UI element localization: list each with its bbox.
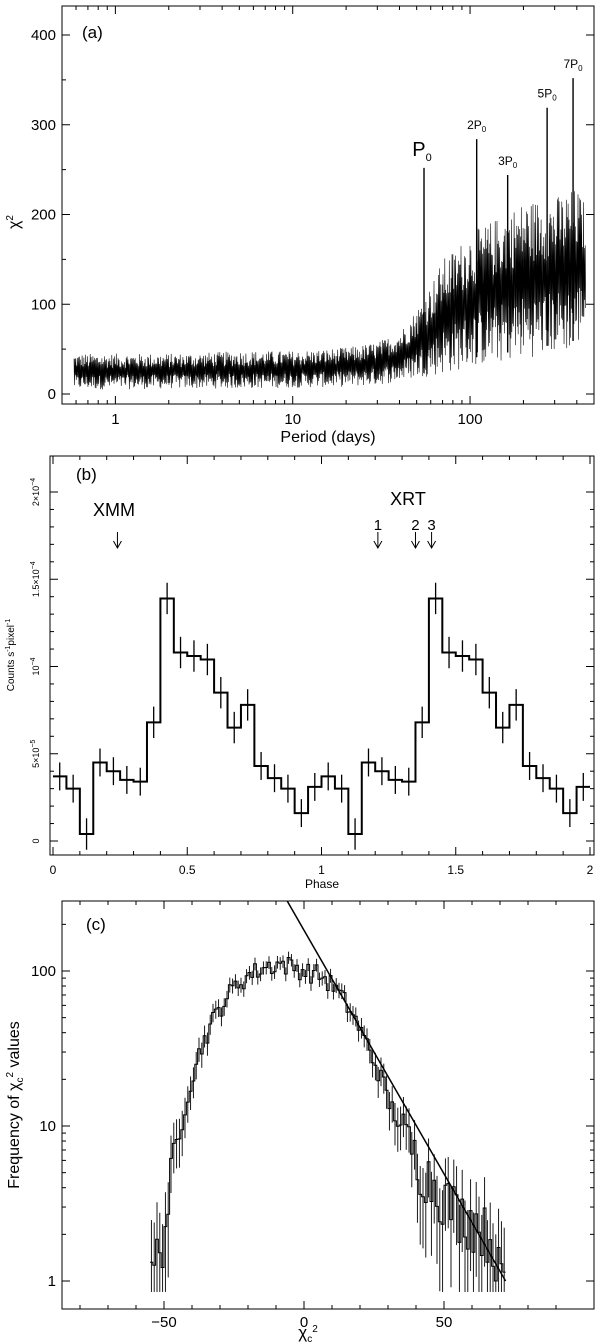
y-tick-label: 100 [31,963,56,980]
panel-b-ylabel: Counts s-1pixel-1 [5,619,17,692]
y-tick-label-exp: −4 [30,657,37,665]
peak-label-main: P [412,139,425,161]
peak-label-5P0: 5P0 [538,87,558,103]
panel-c-ylabel-sub: c [15,1078,26,1083]
panel-c-frame [61,900,595,1310]
peak-label-P0: P0 [412,139,431,164]
panel-a-ticks: 0 100 200 300 400 1 10 100 [31,6,595,428]
peak-label-sub: 0 [552,94,557,103]
panel-b-ylabel-exp1: -1 [5,645,12,651]
y-tick-label-base: 2×10 [31,486,41,506]
xrt-arrow-1-head [373,540,383,550]
y-tick-label: 0 [48,386,56,403]
periodogram-line [73,191,586,390]
y-tick-label: 0 [31,838,41,843]
fit-line [286,900,507,1282]
x-tick-label: 0.5 [179,863,196,877]
panel-b-ticks: 05×10−510−41.5×10−42×10−40 0.5 1 1.5 2 [30,456,594,877]
chi2-histogram [150,957,506,1282]
panel-c-label: (c) [86,915,106,934]
panel-b-label: (b) [76,465,97,484]
y-tick-label: 200 [31,207,56,224]
peak-label-main: 7P [563,57,578,71]
panel-a-ylabel-main: χ [6,220,23,229]
y-tick-label: 1 [48,1273,56,1290]
peak-label-main: 5P [538,87,553,101]
panel-b-ylabel-exp2: -1 [5,619,12,625]
panel-b-ylabel-mid: pixel [6,625,17,646]
panel-b-xrt-label: XRT [390,489,426,509]
x-tick-label: −50 [151,1314,176,1331]
x-tick-label: 2 [587,863,594,877]
x-tick-label: 50 [436,1314,453,1331]
peak-label-main: 3P [498,154,513,168]
xmm-arrow-head [113,540,122,550]
panel-c-ylabel-sup: 2 [5,1072,16,1078]
panel-a-label: (a) [82,23,103,42]
peak-label-sub: 0 [482,125,487,134]
peak-label-sub: 0 [578,64,583,73]
xrt-marker-label: 3 [427,517,435,534]
y-tick-label: 300 [31,117,56,134]
y-tick-label: 1.5×10−4 [30,561,41,597]
x-tick-label: 0 [50,863,57,877]
peak-label-7P0: 7P0 [563,57,583,73]
panel-c-xlabel: χc2 [298,1323,318,1344]
y-tick-label: 10−4 [30,657,41,675]
phase-histogram [53,597,590,836]
xrt-marker-label: 1 [374,517,382,534]
panel-a-ylabel: χ2 [5,215,23,229]
panel-c-ylabel-post: values [6,1021,23,1072]
panel-b-data [53,582,590,850]
panel-a-frame [61,5,595,405]
panel-b-xmm-label: XMM [93,500,135,520]
panel-c-xlabel-main: χ [298,1323,307,1342]
panel-c-xlabel-sub: c [307,1334,312,1344]
panel-a-xlabel: Period (days) [280,429,375,446]
panel-c-ylabel: Frequency of χc2 values [5,1021,26,1189]
x-tick-label: 1.5 [447,863,464,877]
x-tick-label: 100 [458,411,483,428]
y-tick-label: 100 [31,296,56,313]
panel-c-ylabel-pre: Frequency of χ [6,1082,23,1189]
y-tick-label-exp: −4 [30,561,37,569]
panel-c-data [150,900,507,1292]
x-tick-label: 0 [300,1314,308,1331]
peak-label-3P0: 3P0 [498,154,518,170]
peak-label-sub: 0 [426,152,432,164]
panel-b-ylabel-main: Counts s [6,652,17,691]
y-tick-label: 2×10−4 [30,478,41,506]
peak-label-main: 2P [467,118,482,132]
x-tick-label: 10 [284,411,301,428]
y-tick-label-base: 10 [31,665,41,675]
y-tick-label: 5×10−5 [30,740,41,768]
x-tick-label: 1 [318,863,325,877]
y-tick-label: 10 [39,1118,56,1135]
x-tick-label: 1 [111,411,119,428]
panel-a-ylabel-sup: 2 [5,215,16,221]
y-tick-label: 400 [31,27,56,44]
y-tick-label-exp: −5 [30,740,37,748]
y-tick-label-base: 0 [31,838,41,843]
y-tick-label-exp: −4 [30,478,37,486]
panel-c-ticks: 1 10 100 −50 0 50 [31,901,594,1331]
xrt-arrow-3-head [427,540,437,550]
panel-b-xlabel: Phase [305,877,339,891]
y-tick-label-base: 1.5×10 [31,569,41,597]
peak-label-sub: 0 [513,161,518,170]
peak-label-2P0: 2P0 [467,118,487,134]
panel-a-data [73,78,586,390]
y-tick-label-base: 5×10 [31,748,41,768]
xrt-arrow-2-head [411,540,420,550]
xrt-marker-label: 2 [411,517,419,534]
panel-c-xlabel-sup: 2 [312,1324,318,1335]
